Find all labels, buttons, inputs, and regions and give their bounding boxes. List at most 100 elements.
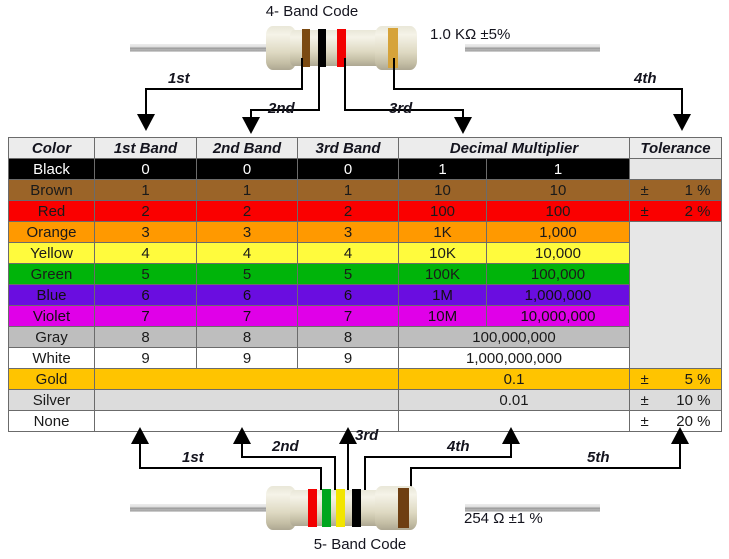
four-band-band-1 xyxy=(302,29,310,67)
table-header-row: Color 1st Band 2nd Band 3rd Band Decimal… xyxy=(8,137,722,159)
table-row: Blue 6 6 6 1M 1,000,000 xyxy=(8,284,722,306)
cell-band-1: 8 xyxy=(94,326,197,348)
tolerance-value: 10 % xyxy=(676,391,711,409)
ordinal-label-3rd-bottom: 3rd xyxy=(355,427,379,444)
cell-band-2: 9 xyxy=(196,347,298,369)
arrow-1st-up xyxy=(131,427,149,444)
four-band-band-2 xyxy=(318,29,326,67)
leader-line-1st-horizontal xyxy=(145,88,303,90)
five-band-resistor xyxy=(130,480,600,535)
ordinal-label-1st-bottom: 1st xyxy=(182,449,204,466)
leader-line-3rd-vertical-from-band xyxy=(344,58,346,111)
four-band-band-4 xyxy=(388,28,398,68)
cell-band-1: 7 xyxy=(94,305,197,327)
cell-band-1: 3 xyxy=(94,221,197,243)
cell-multiplier-short: 10K xyxy=(398,242,487,264)
four-band-resistor xyxy=(130,20,600,75)
cell-band-1: 4 xyxy=(94,242,197,264)
cell-multiplier-short: 10M xyxy=(398,305,487,327)
five-band-band-3 xyxy=(336,489,345,527)
leader-line-5th-bottom-vertical xyxy=(679,444,681,469)
arrow-4th-up xyxy=(502,427,520,444)
table-row: Orange 3 3 3 1K 1,000 xyxy=(8,221,722,369)
leader-line-3rd-horizontal xyxy=(344,109,464,111)
cell-multiplier-full: 100,000 xyxy=(486,263,630,285)
tolerance-plusminus-sign: ± xyxy=(640,202,649,220)
arrow-2nd-up xyxy=(233,427,251,444)
bottom-resistor-value: 254 Ω ±1 % xyxy=(464,510,543,527)
cell-multiplier-full: 1,000,000 xyxy=(486,284,630,306)
table-row: White 9 9 9 1,000,000,000 xyxy=(8,347,722,369)
leader-line-1st-vertical-from-band xyxy=(301,58,303,90)
cell-multiplier-full: 10,000,000 xyxy=(486,305,630,327)
cell-band-2: 7 xyxy=(196,305,298,327)
cell-band-1: 2 xyxy=(94,200,197,222)
leader-line-3rd-bottom-vertical xyxy=(347,444,349,492)
table-row: Violet 7 7 7 10M 10,000,000 xyxy=(8,305,722,327)
cell-color-name: Orange xyxy=(8,221,95,243)
five-band-band-4 xyxy=(352,489,361,527)
ordinal-label-3rd-top: 3rd xyxy=(389,100,413,117)
header-band-3: 3rd Band xyxy=(297,137,399,159)
cell-color-name: White xyxy=(8,347,95,369)
cell-band-2: 5 xyxy=(196,263,298,285)
cell-multiplier-short: 10 xyxy=(398,179,487,201)
resistor-body-right-cap-bottom xyxy=(375,486,417,530)
table-row: None ±20 % xyxy=(8,410,722,432)
tolerance-value: 1 % xyxy=(684,181,711,199)
table-row: Gray 8 8 8 100,000,000 xyxy=(8,326,722,348)
cell-tolerance-empty-block xyxy=(629,221,722,369)
four-band-band-3 xyxy=(337,29,346,67)
cell-band-1: 0 xyxy=(94,158,197,180)
cell-band-2: 3 xyxy=(196,221,298,243)
cell-band-2: 0 xyxy=(196,158,298,180)
ordinal-label-2nd-top: 2nd xyxy=(268,100,295,117)
top-resistor-value: 1.0 KΩ ±5% xyxy=(430,26,511,43)
ordinal-label-4th-bottom: 4th xyxy=(447,438,470,455)
table-row: Green 5 5 5 100K 100,000 xyxy=(8,263,722,285)
cell-band-3: 8 xyxy=(297,326,399,348)
leader-line-2nd-bottom-vertical xyxy=(241,444,243,458)
cell-multiplier-full: 0.01 xyxy=(398,389,630,411)
cell-multiplier-full: 10 xyxy=(486,179,630,201)
table-row: Gold 0.1 ±5 % xyxy=(8,368,722,390)
cell-multiplier-full: 10,000 xyxy=(486,242,630,264)
cell-multiplier-full: 1 xyxy=(486,158,630,180)
resistor-lead-right-bottom xyxy=(465,504,600,511)
tolerance-value: 20 % xyxy=(676,412,711,430)
cell-band-3: 5 xyxy=(297,263,399,285)
cell-color-name: Silver xyxy=(8,389,95,411)
cell-color-name: None xyxy=(8,410,95,432)
cell-band-3: 7 xyxy=(297,305,399,327)
five-band-band-1 xyxy=(308,489,317,527)
leader-line-2nd-bottom-horizontal xyxy=(241,456,336,458)
leader-line-2nd-vertical-to-arrow xyxy=(250,109,252,119)
header-tolerance: Tolerance xyxy=(629,137,722,159)
five-band-band-5 xyxy=(398,488,409,528)
table-row: Black 0 0 0 1 1 xyxy=(8,158,722,180)
leader-line-4th-bottom-horizontal xyxy=(364,456,512,458)
cell-band-1: 9 xyxy=(94,347,197,369)
top-code-title: 4- Band Code xyxy=(265,3,359,20)
header-band-1: 1st Band xyxy=(94,137,197,159)
cell-bands-merged xyxy=(94,368,399,390)
table-row: Silver 0.01 ±10 % xyxy=(8,389,722,411)
leader-line-1st-bottom-to-band xyxy=(320,467,322,492)
cell-tolerance: ±10 % xyxy=(629,389,722,411)
tolerance-value: 2 % xyxy=(684,202,711,220)
ordinal-label-2nd-bottom: 2nd xyxy=(272,438,299,455)
cell-color-name: Blue xyxy=(8,284,95,306)
resistor-lead-left-bottom xyxy=(130,504,275,511)
cell-band-3: 9 xyxy=(297,347,399,369)
leader-line-4th-vertical-to-arrow xyxy=(681,88,683,116)
cell-color-name: Violet xyxy=(8,305,95,327)
arrow-5th-up xyxy=(671,427,689,444)
leader-line-1st-bottom-vertical xyxy=(139,444,141,469)
cell-color-name: Brown xyxy=(8,179,95,201)
leader-line-2nd-horizontal xyxy=(250,109,320,111)
resistor-lead-left xyxy=(130,44,275,51)
arrow-1st-down xyxy=(137,114,155,131)
cell-color-name: Red xyxy=(8,200,95,222)
cell-tolerance: ±1 % xyxy=(629,179,722,201)
